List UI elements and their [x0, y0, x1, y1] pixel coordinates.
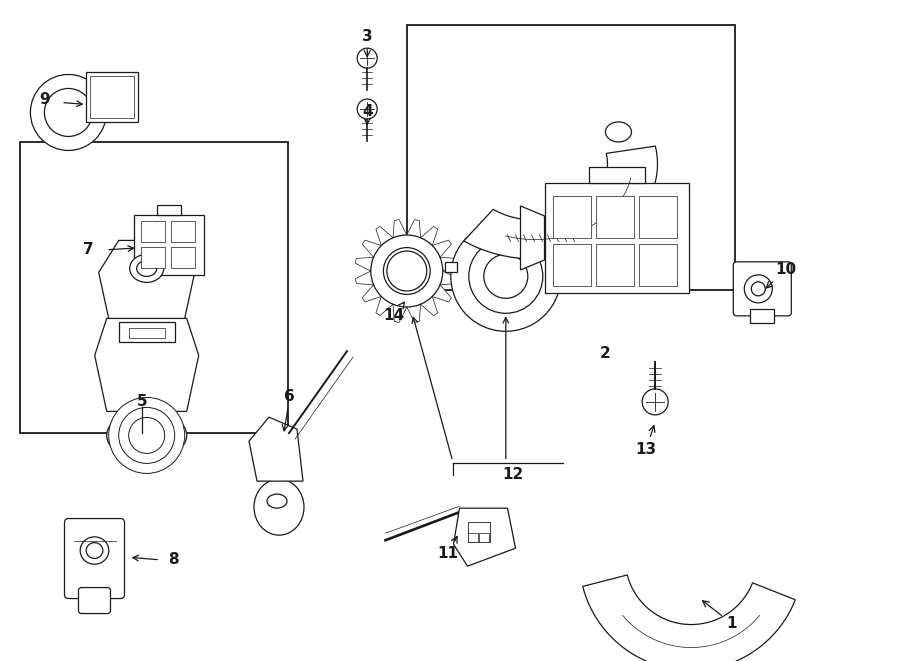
FancyBboxPatch shape	[65, 518, 124, 599]
Bar	[141, 221, 166, 241]
Bar	[129, 329, 165, 338]
Circle shape	[643, 389, 668, 415]
Polygon shape	[407, 304, 420, 323]
Bar	[171, 247, 195, 268]
Polygon shape	[99, 241, 194, 319]
Bar	[119, 323, 175, 342]
Circle shape	[357, 99, 377, 119]
Polygon shape	[420, 227, 437, 245]
Text: 1: 1	[703, 601, 737, 631]
Polygon shape	[376, 227, 393, 245]
Circle shape	[109, 397, 184, 473]
Bar	[158, 204, 181, 215]
Bar	[171, 221, 195, 241]
FancyBboxPatch shape	[734, 262, 791, 316]
Bar	[553, 244, 590, 286]
Text: 11: 11	[437, 537, 459, 561]
Circle shape	[44, 89, 93, 136]
Polygon shape	[363, 240, 382, 257]
Bar	[544, 183, 688, 293]
Circle shape	[119, 407, 175, 463]
Bar	[553, 196, 590, 238]
Bar	[751, 309, 774, 323]
Polygon shape	[249, 417, 303, 481]
Circle shape	[371, 235, 443, 307]
Polygon shape	[432, 285, 451, 302]
Ellipse shape	[86, 543, 103, 559]
Bar	[141, 247, 166, 268]
Polygon shape	[432, 240, 451, 257]
Polygon shape	[376, 297, 393, 315]
Bar	[90, 77, 134, 118]
Text: 7: 7	[83, 243, 94, 257]
Polygon shape	[582, 575, 796, 661]
Circle shape	[383, 248, 430, 294]
Polygon shape	[393, 219, 407, 238]
Bar	[467, 533, 478, 542]
Bar	[407, 25, 735, 290]
Polygon shape	[420, 297, 437, 315]
Text: 9: 9	[40, 92, 50, 106]
Polygon shape	[454, 508, 516, 566]
Polygon shape	[464, 146, 658, 259]
Circle shape	[484, 254, 527, 298]
Circle shape	[469, 239, 543, 313]
Bar	[638, 244, 677, 286]
Bar	[589, 167, 644, 183]
Text: 4: 4	[362, 104, 373, 124]
Ellipse shape	[107, 410, 186, 461]
Text: 8: 8	[168, 553, 179, 567]
Polygon shape	[363, 285, 382, 302]
Bar	[638, 196, 677, 238]
Polygon shape	[356, 271, 373, 285]
Text: 5: 5	[137, 394, 148, 408]
Polygon shape	[356, 257, 373, 271]
Circle shape	[752, 282, 765, 296]
Bar	[86, 73, 139, 122]
Bar	[445, 262, 457, 272]
Text: 3: 3	[362, 29, 373, 57]
Ellipse shape	[606, 122, 632, 142]
Text: 12: 12	[502, 467, 524, 482]
Ellipse shape	[80, 537, 109, 564]
Text: 6: 6	[283, 389, 295, 431]
Polygon shape	[440, 257, 458, 271]
Bar	[20, 142, 288, 433]
Ellipse shape	[267, 494, 287, 508]
Ellipse shape	[254, 479, 304, 535]
Bar	[134, 215, 204, 274]
Bar	[596, 196, 634, 238]
Ellipse shape	[130, 254, 164, 282]
Circle shape	[129, 417, 165, 453]
Polygon shape	[440, 271, 458, 285]
Text: 13: 13	[635, 426, 657, 457]
Polygon shape	[393, 304, 407, 323]
FancyBboxPatch shape	[78, 588, 111, 613]
Polygon shape	[94, 319, 199, 411]
Polygon shape	[407, 219, 420, 238]
Text: 10: 10	[766, 262, 796, 288]
Polygon shape	[520, 206, 544, 270]
Bar	[596, 244, 634, 286]
Circle shape	[744, 275, 772, 303]
Bar	[467, 522, 490, 542]
Text: 2: 2	[599, 346, 610, 361]
Ellipse shape	[137, 260, 157, 276]
Circle shape	[387, 251, 427, 291]
Circle shape	[31, 75, 106, 151]
Circle shape	[357, 48, 377, 68]
Circle shape	[451, 221, 561, 331]
Text: 14: 14	[383, 302, 405, 323]
Bar	[553, 268, 567, 284]
Bar	[479, 533, 489, 542]
